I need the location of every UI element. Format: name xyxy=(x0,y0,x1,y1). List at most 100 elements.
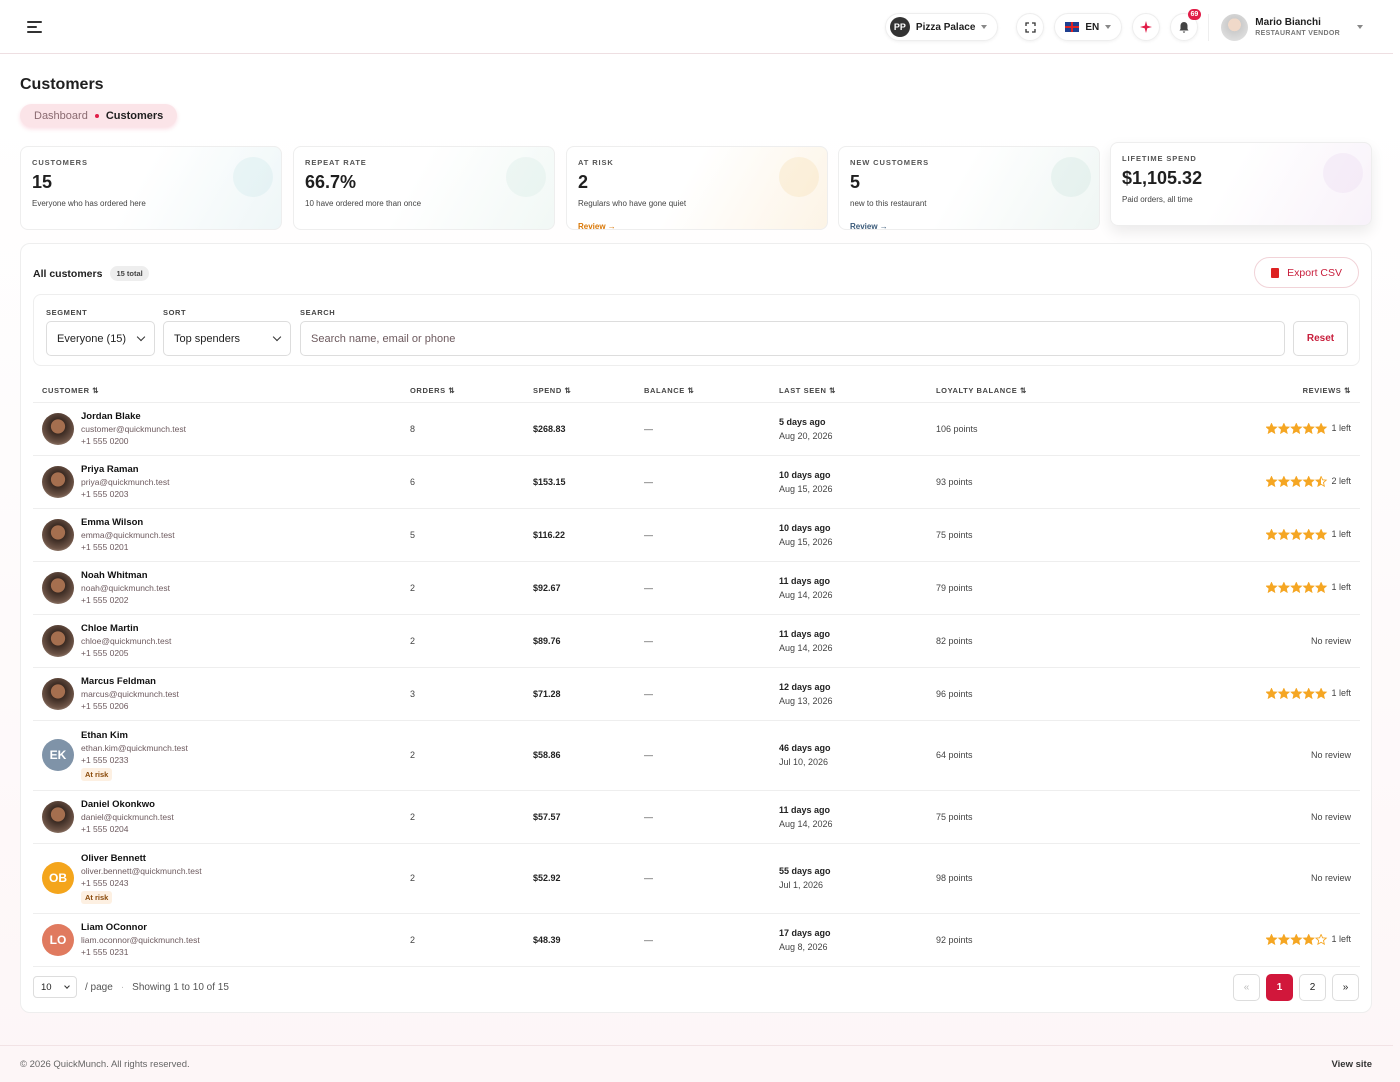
column-header[interactable]: SPEND ⇅ xyxy=(524,380,635,403)
star-rating xyxy=(1266,423,1328,435)
column-label: LAST SEEN xyxy=(779,386,827,396)
customer-cell: Jordan Blake customer@quickmunch.test +1 5… xyxy=(33,402,401,456)
reviews-cell: No review xyxy=(1127,843,1360,914)
column-header[interactable]: CUSTOMER ⇅ xyxy=(33,380,401,403)
review-link[interactable]: Review → xyxy=(578,222,616,230)
last-seen-cell: 10 days ago Aug 15, 2026 xyxy=(770,508,927,562)
customer-phone: +1 555 0205 xyxy=(81,648,129,658)
last-seen-date: Aug 15, 2026 xyxy=(779,483,833,494)
page-button[interactable]: 2 xyxy=(1299,974,1326,1001)
star xyxy=(1290,529,1303,541)
avatar-photo xyxy=(42,518,74,551)
customer-row[interactable]: LO Liam OConnor liam.oconnor@quickmunch.te… xyxy=(33,913,1360,967)
avatar-photo xyxy=(42,800,74,833)
balance: — xyxy=(635,720,770,791)
at-risk-badge: At risk xyxy=(81,890,113,904)
menu-button[interactable] xyxy=(27,21,42,36)
loyalty: 98 points xyxy=(927,843,1127,914)
customer-email: oliver.bennett@quickmunch.test xyxy=(81,865,202,876)
customer-row[interactable]: Emma Wilson emma@quickmunch.test +1 555 02… xyxy=(33,508,1360,562)
customer-name: Chloe Martin xyxy=(81,623,139,634)
column-header[interactable]: BALANCE ⇅ xyxy=(635,380,770,403)
customer-email: emma@quickmunch.test xyxy=(81,530,175,540)
customer-row[interactable]: Priya Raman priya@quickmunch.test +1 555 0… xyxy=(33,455,1360,509)
sort-select[interactable]: Top spenders xyxy=(163,321,291,356)
customer-row[interactable]: Marcus Feldman marcus@quickmunch.test +1 5… xyxy=(33,667,1360,721)
restaurant-initials: PP xyxy=(889,17,910,37)
orders: 6 xyxy=(401,455,524,509)
breadcrumb-link[interactable]: Dashboard xyxy=(34,109,88,122)
customer-name: Emma Wilson xyxy=(81,517,144,528)
last-seen-cell: 11 days ago Aug 14, 2026 xyxy=(770,561,927,615)
star xyxy=(1315,688,1328,700)
last-seen: 5 days ago xyxy=(779,416,826,427)
star-rating xyxy=(1266,582,1328,594)
ai-button[interactable] xyxy=(1132,13,1161,41)
last-seen-date: Aug 8, 2026 xyxy=(779,941,828,952)
customer-row[interactable]: EK Ethan Kim ethan.kim@quickmunch.test +1 5… xyxy=(33,720,1360,791)
star xyxy=(1278,529,1291,541)
balance: — xyxy=(635,508,770,562)
star xyxy=(1290,688,1303,700)
customer-name: Oliver Bennett xyxy=(81,852,146,864)
fullscreen-button[interactable] xyxy=(1016,13,1045,41)
stat-value: $1,105.32 xyxy=(1122,168,1203,188)
restaurant-switcher[interactable]: PP Pizza Palace xyxy=(884,13,999,41)
column-header[interactable]: ORDERS ⇅ xyxy=(401,380,524,403)
last-seen-cell: 11 days ago Aug 14, 2026 xyxy=(770,790,927,844)
sort-label: SORT xyxy=(163,308,187,317)
reviews-cell: 1 left xyxy=(1127,508,1360,562)
column-header[interactable]: REVIEWS ⇅ xyxy=(1127,380,1360,403)
ghost-icon xyxy=(233,157,273,197)
top-bar: PP Pizza Palace EN 69 Mario Bianchi RESTAU… xyxy=(0,0,1393,54)
view-site-link[interactable]: View site xyxy=(1331,1059,1373,1070)
star xyxy=(1290,582,1303,594)
customer-row[interactable]: Chloe Martin chloe@quickmunch.test +1 555 … xyxy=(33,614,1360,668)
reset-button[interactable]: Reset xyxy=(1293,321,1348,356)
customer-info: Oliver Bennett oliver.bennett@quickmunch.… xyxy=(81,853,202,904)
stat-value: 5 xyxy=(850,172,861,192)
customer-name: Noah Whitman xyxy=(81,570,148,581)
column-header[interactable]: LAST SEEN ⇅ xyxy=(770,380,927,403)
at-risk-badge: At risk xyxy=(81,767,113,781)
column-header[interactable]: LOYALTY BALANCE ⇅ xyxy=(927,380,1127,403)
customer-row[interactable]: OB Oliver Bennett oliver.bennett@quickmunc… xyxy=(33,843,1360,914)
filters: SEGMENT Everyone (15) SORT Top spenders … xyxy=(33,294,1360,366)
segment-select[interactable]: Everyone (15) xyxy=(46,321,155,356)
last-seen-date: Aug 20, 2026 xyxy=(779,430,833,441)
notifications-button[interactable]: 69 xyxy=(1170,9,1202,41)
export-button[interactable]: Export CSV xyxy=(1254,257,1359,288)
language-switcher[interactable]: EN xyxy=(1054,13,1123,41)
star xyxy=(1266,476,1279,488)
page-button[interactable]: » xyxy=(1332,974,1359,1001)
column-label: BALANCE xyxy=(644,386,685,396)
orders: 2 xyxy=(401,561,524,615)
customer-phone: +1 555 0202 xyxy=(81,595,129,605)
last-seen: 12 days ago xyxy=(779,681,831,692)
balance: — xyxy=(635,455,770,509)
last-seen: 17 days ago xyxy=(779,927,831,938)
page-button[interactable]: « xyxy=(1233,974,1260,1001)
search-input[interactable]: Search name, email or phone xyxy=(300,321,1285,356)
star xyxy=(1266,688,1279,700)
customer: OB Oliver Bennett oliver.bennett@quickmunc… xyxy=(42,853,392,904)
per-page-select[interactable]: 10 xyxy=(33,976,77,998)
last-seen: 10 days ago xyxy=(779,522,831,533)
reviews: 1 left xyxy=(1331,687,1351,698)
customer-row[interactable]: Noah Whitman noah@quickmunch.test +1 555 0… xyxy=(33,561,1360,615)
review-link[interactable]: Review → xyxy=(850,222,888,230)
column-label: LOYALTY BALANCE xyxy=(936,386,1018,396)
customer-row[interactable]: Jordan Blake customer@quickmunch.test +1 5… xyxy=(33,402,1360,456)
user-menu[interactable]: Mario Bianchi RESTAURANT VENDOR xyxy=(1208,13,1363,41)
user-role: RESTAURANT VENDOR xyxy=(1255,30,1340,37)
orders: 2 xyxy=(401,614,524,668)
stat-value: 2 xyxy=(578,172,589,192)
customer-row[interactable]: Daniel Okonkwo daniel@quickmunch.test +1 5… xyxy=(33,790,1360,844)
customer-email: marcus@quickmunch.test xyxy=(81,689,179,699)
orders: 2 xyxy=(401,790,524,844)
star xyxy=(1266,582,1279,594)
star xyxy=(1315,529,1328,541)
spend: $116.22 xyxy=(524,508,635,562)
last-seen: 11 days ago xyxy=(779,804,831,815)
page-button[interactable]: 1 xyxy=(1266,974,1293,1001)
